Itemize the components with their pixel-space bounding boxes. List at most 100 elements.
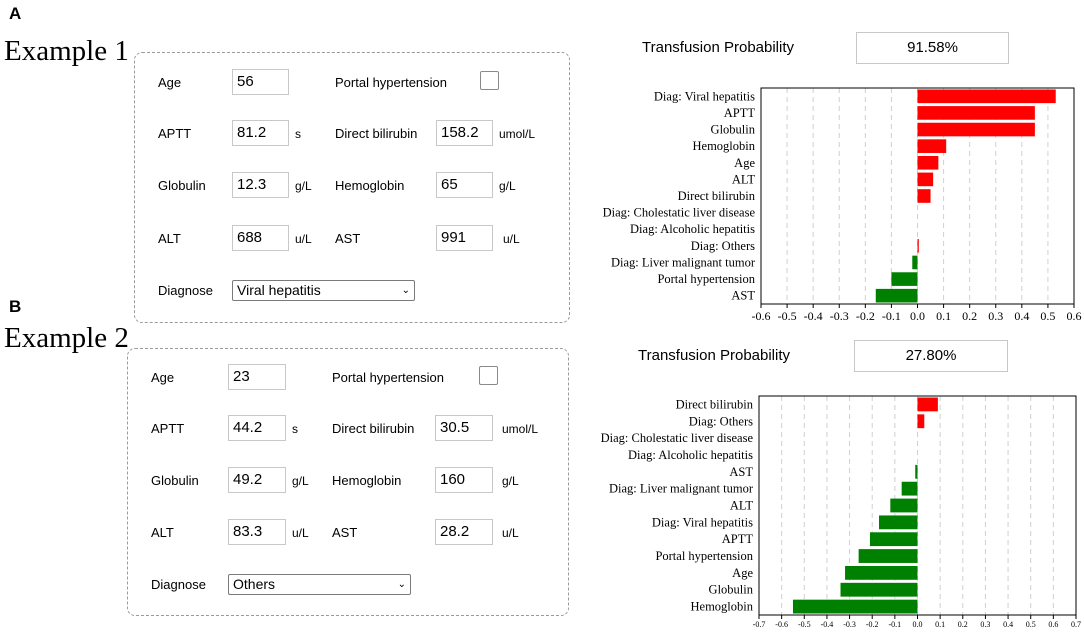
direct-bilirubin-input[interactable]: 30.5 (435, 415, 493, 441)
tick-label: 0.4 (1014, 309, 1029, 323)
tick-label: -0.1 (889, 620, 902, 629)
input-form: Age 56 Portal hypertension APTT 81.2 s D… (134, 52, 570, 323)
aptt-input[interactable]: 44.2 (228, 415, 286, 441)
category-label: Diag: Cholestatic liver disease (603, 206, 756, 220)
bar (879, 515, 918, 530)
bar (912, 255, 918, 270)
ast-input[interactable]: 991 (436, 225, 493, 251)
bar (858, 549, 918, 563)
portal-hypertension-checkbox[interactable] (480, 71, 499, 90)
tick-label: -0.5 (798, 620, 811, 629)
aptt-unit: s (295, 127, 301, 141)
age-label: Age (151, 370, 175, 385)
category-label: Direct bilirubin (676, 397, 754, 411)
tick-label: 0.5 (1026, 620, 1036, 629)
category-label: Hemoglobin (691, 600, 754, 614)
category-label: AST (731, 289, 755, 303)
hemoglobin-input[interactable]: 65 (436, 172, 493, 198)
direct-bilirubin-unit: umol/L (499, 127, 536, 141)
category-label: Age (732, 566, 753, 580)
diagnose-selected-value: Others (233, 576, 276, 592)
aptt-input[interactable]: 81.2 (232, 120, 289, 146)
bar (917, 89, 1056, 104)
bar (792, 599, 918, 614)
aptt-label: APTT (151, 421, 185, 436)
bar (869, 532, 918, 547)
probability-value: 91.58% (856, 32, 1009, 64)
bar (917, 139, 947, 153)
globulin-label: Globulin (151, 473, 199, 488)
alt-input[interactable]: 688 (232, 225, 289, 251)
category-label: ALT (730, 499, 754, 513)
category-label: Portal hypertension (655, 549, 753, 563)
bar (840, 582, 918, 597)
category-label: Diag: Others (689, 414, 753, 428)
globulin-input[interactable]: 12.3 (232, 172, 289, 198)
category-label: Diag: Alcoholic hepatitis (628, 448, 753, 462)
tick-label: 0.5 (1040, 309, 1055, 323)
direct-bilirubin-label: Direct bilirubin (335, 126, 418, 141)
bar (890, 498, 918, 513)
input-form: Age 23 Portal hypertension APTT 44.2 s D… (127, 348, 569, 616)
portal-hypertension-label: Portal hypertension (332, 370, 445, 385)
tick-label: -0.4 (821, 620, 834, 629)
globulin-unit: g/L (295, 179, 312, 193)
category-label: Diag: Cholestatic liver disease (601, 431, 754, 445)
diagnose-selected-value: Viral hepatitis (237, 282, 321, 298)
bar (891, 272, 918, 286)
tick-label: -0.6 (775, 620, 788, 629)
category-label: APTT (724, 106, 756, 120)
tick-label: 0.1 (935, 620, 945, 629)
bar (915, 464, 918, 479)
category-label: ALT (732, 172, 756, 186)
shap-bar-chart: Diag: Viral hepatitis APTT Globulin Hemoglo… (603, 87, 1082, 323)
diagnose-select[interactable]: Viral hepatitis ⌄ (232, 280, 415, 301)
tick-label: -0.3 (830, 309, 849, 323)
globulin-input[interactable]: 49.2 (228, 467, 286, 493)
tick-label: -0.3 (843, 620, 856, 629)
age-input[interactable]: 56 (232, 69, 289, 95)
hemoglobin-unit: g/L (502, 474, 519, 488)
category-label: Age (734, 156, 755, 170)
ast-label: AST (332, 525, 358, 540)
category-label: Globulin (709, 583, 754, 597)
age-input[interactable]: 23 (228, 364, 286, 390)
example-title: Example 1 (4, 35, 129, 67)
bar (917, 172, 934, 187)
tick-label: 0.2 (958, 620, 968, 629)
age-label: Age (158, 75, 182, 90)
tick-label: 0.6 (1067, 309, 1082, 323)
category-label: APTT (722, 532, 754, 546)
hemoglobin-label: Hemoglobin (335, 178, 405, 193)
hemoglobin-label: Hemoglobin (332, 473, 402, 488)
category-label: Portal hypertension (657, 272, 755, 286)
category-label: Globulin (711, 123, 756, 137)
tick-label: -0.5 (778, 309, 797, 323)
portal-hypertension-checkbox[interactable] (479, 366, 498, 385)
bar (917, 106, 1035, 120)
direct-bilirubin-label: Direct bilirubin (332, 421, 415, 436)
diagnose-select[interactable]: Others ⌄ (228, 574, 411, 595)
tick-label: 0.2 (962, 309, 977, 323)
bar (917, 122, 1035, 137)
bar (901, 481, 918, 496)
diagnose-label: Diagnose (158, 283, 213, 298)
tick-label: 0.0 (910, 309, 925, 323)
bar (917, 397, 938, 412)
portal-hypertension-label: Portal hypertension (335, 75, 448, 90)
bar (917, 239, 919, 253)
shap-bar-chart: Direct bilirubin Diag: Others Diag: Choles… (601, 395, 1081, 629)
tick-label: -0.6 (752, 309, 771, 323)
ast-input[interactable]: 28.2 (435, 519, 493, 545)
aptt-label: APTT (158, 126, 192, 141)
diagnose-label: Diagnose (151, 577, 206, 592)
direct-bilirubin-input[interactable]: 158.2 (436, 120, 493, 146)
globulin-label: Globulin (158, 178, 206, 193)
tick-label: 0.1 (936, 309, 951, 323)
hemoglobin-input[interactable]: 160 (435, 467, 493, 493)
direct-bilirubin-unit: umol/L (502, 422, 539, 436)
panel-letter-b: B (9, 297, 22, 316)
chevron-down-icon: ⌄ (401, 285, 410, 296)
category-label: AST (729, 465, 753, 479)
alt-input[interactable]: 83.3 (228, 519, 286, 545)
